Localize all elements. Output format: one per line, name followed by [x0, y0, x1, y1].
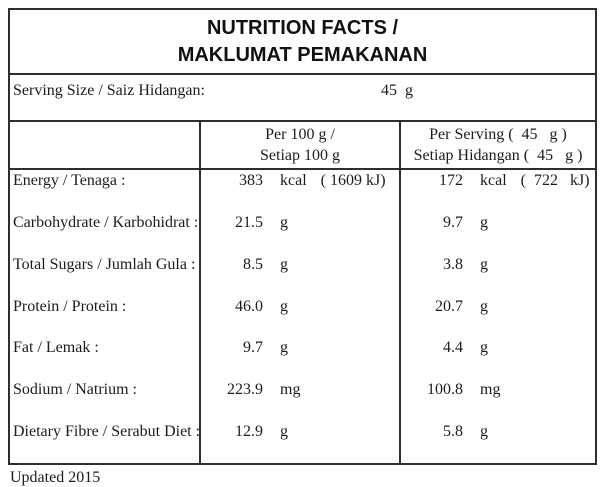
per-serving-amount: 5.8 g	[399, 421, 595, 463]
nutrient-label: Total Sugars / Jumlah Gula :	[13, 255, 196, 273]
nutrient-label: Dietary Fibre / Serabut Diet :	[13, 423, 201, 441]
serving-size-label: Serving Size / Saiz Hidangan:	[13, 82, 205, 99]
per-serving-amount: 172 kcal ( 722 kJ)	[399, 170, 595, 212]
footer-clipped-text: Updated 2015	[10, 469, 101, 486]
amount-unit: mg	[480, 381, 501, 399]
column-header-row: Per 100 g / Setiap 100 g Per Serving ( 4…	[10, 122, 595, 170]
nutrient-row-sodium: Sodium / Natrium : 223.9 mg 100.8 mg	[10, 379, 595, 422]
amount-unit: g	[280, 339, 288, 357]
amount-unit: g	[280, 255, 288, 273]
amount-unit: g	[280, 423, 288, 441]
amount-value: 12.9	[235, 423, 263, 441]
nutrient-label: Fat / Lemak :	[13, 339, 99, 357]
nutrient-row-total-sugars: Total Sugars / Jumlah Gula : 8.5 g 3.8 g	[10, 253, 595, 296]
per-100g-amount: 21.5 g	[199, 211, 399, 254]
amount-value: 20.7	[435, 297, 463, 315]
amount-value: 21.5	[235, 213, 263, 231]
amount-unit: g	[480, 423, 488, 441]
amount-value: 8.5	[243, 255, 263, 273]
per-100g-amount: 9.7 g	[199, 337, 399, 380]
column-header-per-serving: Per Serving ( 45 g ) Setiap Hidangan ( 4…	[399, 122, 595, 168]
amount-unit: g	[280, 213, 288, 231]
nutrition-label-page: { "title": { "line1": "NUTRITION FACTS /…	[8, 8, 597, 486]
per-100g-header-line1: Per 100 g /	[265, 126, 335, 143]
serving-size-row: Serving Size / Saiz Hidangan: 45 g	[10, 75, 595, 122]
nutrition-facts-table: NUTRITION FACTS / MAKLUMAT PEMAKANAN Ser…	[8, 8, 597, 465]
nutrient-rows: Energy / Tenaga : 383 kcal ( 1609 kJ) 17…	[10, 170, 595, 463]
amount-unit: g	[480, 297, 488, 315]
amount-unit: kcal	[280, 172, 307, 189]
nutrient-label: Energy / Tenaga :	[13, 172, 126, 189]
nutrient-row-fat: Fat / Lemak : 9.7 g 4.4 g	[10, 337, 595, 380]
amount-value: 5.8	[443, 423, 463, 441]
column-header-blank	[10, 122, 199, 168]
amount-unit: kcal	[480, 172, 507, 189]
nutrient-label: Sodium / Natrium :	[13, 381, 137, 399]
amount-value: 46.0	[235, 297, 263, 315]
per-100g-amount: 383 kcal ( 1609 kJ)	[199, 170, 399, 212]
amount-unit: mg	[280, 381, 301, 399]
nutrient-label: Protein / Protein :	[13, 297, 127, 315]
title-line-english: NUTRITION FACTS /	[206, 16, 399, 39]
per-serving-amount: 100.8 mg	[399, 379, 595, 422]
per-100g-amount: 223.9 mg	[199, 379, 399, 422]
nutrient-row-protein: Protein / Protein : 46.0 g 20.7 g	[10, 295, 595, 338]
amount-value: 9.7	[243, 339, 263, 357]
amount-kj: ( 722 kJ)	[520, 172, 590, 189]
per-serving-header-line1: Per Serving ( 45 g )	[429, 126, 567, 143]
amount-unit: g	[480, 255, 488, 273]
per-serving-header-line2: Setiap Hidangan ( 45 g )	[413, 147, 583, 164]
nutrient-row-energy: Energy / Tenaga : 383 kcal ( 1609 kJ) 17…	[10, 170, 595, 212]
amount-value: 383	[239, 172, 263, 189]
amount-value: 172	[439, 172, 463, 189]
amount-value: 100.8	[427, 381, 463, 399]
per-serving-amount: 9.7 g	[399, 211, 595, 254]
nutrient-row-carbohydrate: Carbohydrate / Karbohidrat : 21.5 g 9.7 …	[10, 211, 595, 254]
amount-unit: g	[280, 297, 288, 315]
per-100g-header-line2: Setiap 100 g	[260, 147, 340, 164]
nutrient-label: Carbohydrate / Karbohidrat :	[13, 213, 199, 231]
amount-unit: g	[480, 213, 488, 231]
amount-value: 4.4	[443, 339, 463, 357]
amount-value: 3.8	[443, 255, 463, 273]
title-line-malay: MAKLUMAT PEMAKANAN	[177, 43, 428, 66]
serving-size-value: 45 g	[381, 82, 413, 99]
per-100g-amount: 8.5 g	[199, 253, 399, 296]
per-serving-amount: 20.7 g	[399, 295, 595, 338]
amount-unit: g	[480, 339, 488, 357]
amount-value: 9.7	[443, 213, 463, 231]
column-header-per-100g: Per 100 g / Setiap 100 g	[199, 122, 399, 168]
amount-kj: ( 1609 kJ)	[320, 172, 386, 189]
nutrient-row-dietary-fibre: Dietary Fibre / Serabut Diet : 12.9 g 5.…	[10, 421, 595, 463]
per-100g-amount: 12.9 g	[199, 421, 399, 463]
per-serving-amount: 3.8 g	[399, 253, 595, 296]
per-100g-amount: 46.0 g	[199, 295, 399, 338]
per-serving-amount: 4.4 g	[399, 337, 595, 380]
amount-value: 223.9	[227, 381, 263, 399]
title-section: NUTRITION FACTS / MAKLUMAT PEMAKANAN	[10, 10, 595, 75]
